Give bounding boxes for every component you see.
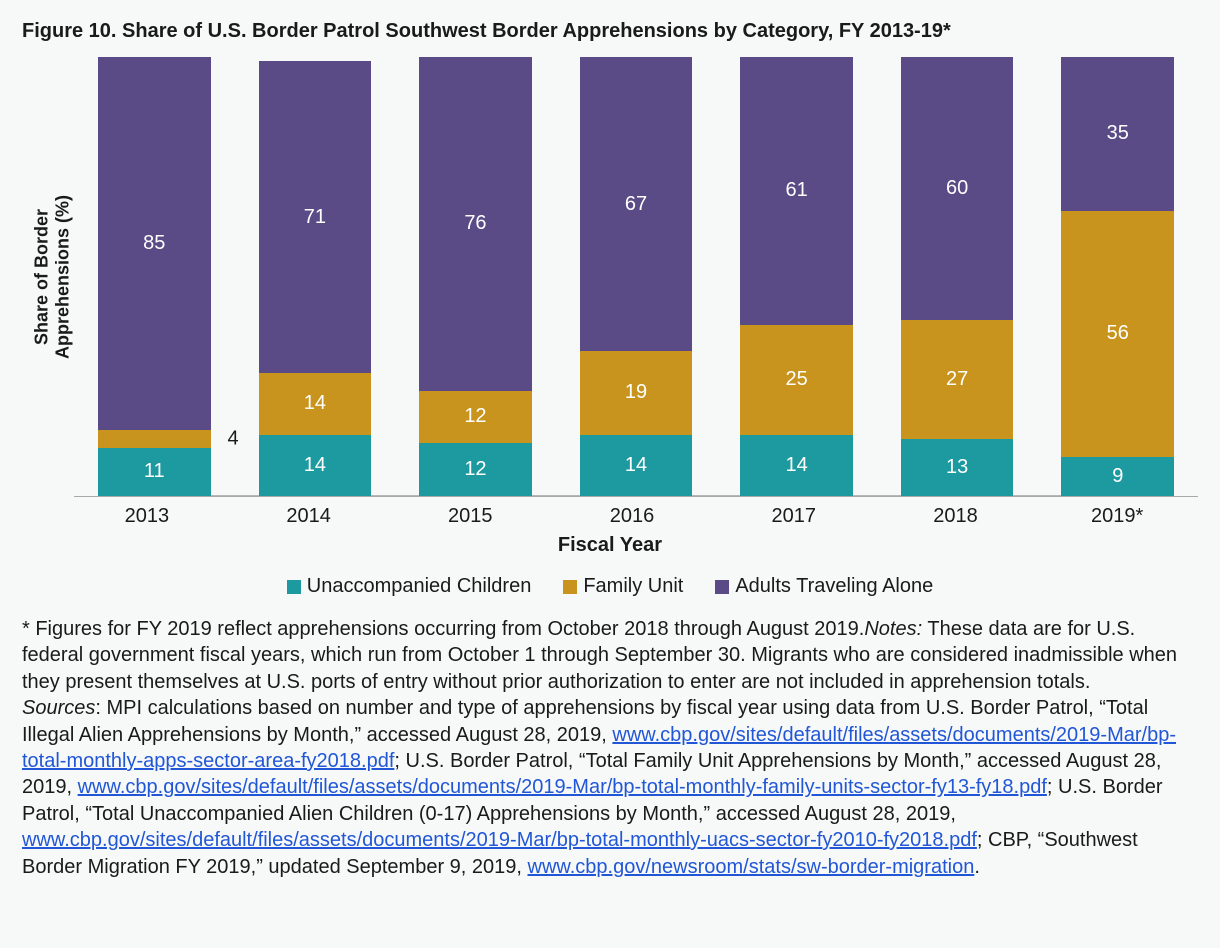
y-axis-title-line1: Share of Border [31, 209, 51, 345]
bar-segment-adults: 85 [98, 57, 211, 430]
bar-segment-adults: 71 [259, 61, 372, 373]
bar-stack: 11485 [98, 57, 211, 496]
legend-swatch-icon [563, 580, 577, 594]
bar-segment-unaccompanied: 9 [1061, 457, 1174, 497]
bar-segment-family: 25 [740, 325, 853, 435]
x-tick-label: 2016 [575, 505, 689, 528]
bar-segment-family: 19 [580, 351, 693, 434]
bar-segment-family: 27 [901, 320, 1014, 439]
bar-column: 142561 [740, 57, 853, 496]
legend-swatch-icon [287, 580, 301, 594]
bar-segment-family: 56 [1061, 211, 1174, 457]
bar-segment-unaccompanied: 14 [259, 435, 372, 496]
notes-asterisk: * Figures for FY 2019 reflect apprehensi… [22, 618, 864, 640]
figure-title: Figure 10. Share of U.S. Border Patrol S… [22, 20, 1198, 43]
y-axis-title: Share of Border Apprehensions (%) [31, 195, 72, 359]
bar-segment-family: 4 [98, 430, 211, 448]
figure-container: Figure 10. Share of U.S. Border Patrol S… [0, 0, 1220, 908]
bar-segment-unaccompanied: 14 [580, 435, 693, 496]
x-tick-label: 2015 [413, 505, 527, 528]
bar-segment-adults: 61 [740, 57, 853, 325]
x-axis-title: Fiscal Year [22, 534, 1198, 557]
legend-label: Family Unit [583, 575, 683, 598]
source-link-4[interactable]: www.cbp.gov/newsroom/stats/sw-border-mig… [528, 856, 975, 878]
bar-stack: 141967 [580, 57, 693, 496]
bar-segment-unaccompanied: 11 [98, 448, 211, 496]
bar-stack: 121276 [419, 57, 532, 496]
legend-item-adults: Adults Traveling Alone [715, 575, 933, 598]
bar-segment-adults: 67 [580, 57, 693, 351]
source-link-3[interactable]: www.cbp.gov/sites/default/files/assets/d… [22, 829, 977, 851]
legend-label: Adults Traveling Alone [735, 575, 933, 598]
bar-segment-family: 14 [259, 373, 372, 434]
x-tick-row: 2013 2014 2015 2016 2017 2018 2019* [66, 497, 1198, 528]
bar-segment-unaccompanied: 14 [740, 435, 853, 496]
x-tick-label: 2018 [899, 505, 1013, 528]
legend-item-family: Family Unit [563, 575, 683, 598]
bar-segment-unaccompanied: 13 [901, 439, 1014, 496]
bar-segment-adults: 35 [1061, 57, 1174, 211]
source-link-2[interactable]: www.cbp.gov/sites/default/files/assets/d… [78, 776, 1047, 798]
bar-stack: 142561 [740, 57, 853, 496]
bar-segment-unaccompanied: 12 [419, 443, 532, 496]
bar-column: 132760 [901, 57, 1014, 496]
x-tick-label: 2014 [252, 505, 366, 528]
bar-stack: 141471 [259, 57, 372, 496]
bar-column: 95635 [1061, 57, 1174, 496]
bar-column: 141471 [259, 57, 372, 496]
legend-label: Unaccompanied Children [307, 575, 532, 598]
y-axis-title-wrap: Share of Border Apprehensions (%) [30, 57, 74, 497]
y-axis-title-line2: Apprehensions (%) [52, 195, 72, 359]
bar-stack: 95635 [1061, 57, 1174, 496]
bar-column: 121276 [419, 57, 532, 496]
bar-value-label: 4 [227, 427, 238, 450]
legend-swatch-icon [715, 580, 729, 594]
bar-column: 141967 [580, 57, 693, 496]
figure-notes: * Figures for FY 2019 reflect apprehensi… [22, 616, 1198, 880]
sources-label: Sources [22, 697, 95, 719]
sources-post: . [974, 856, 980, 878]
bar-segment-family: 12 [419, 391, 532, 444]
bar-segment-adults: 76 [419, 57, 532, 391]
x-tick-label: 2019* [1060, 505, 1174, 528]
x-tick-label: 2017 [737, 505, 851, 528]
legend: Unaccompanied Children Family Unit Adults … [22, 575, 1198, 598]
bar-stack: 132760 [901, 57, 1014, 496]
notes-notes-label: Notes: [864, 618, 922, 640]
plot-region: 1148514147112127614196714256113276095635 [74, 57, 1198, 497]
bar-segment-adults: 60 [901, 57, 1014, 320]
chart-area: Share of Border Apprehensions (%) 114851… [30, 57, 1198, 497]
bar-column: 11485 [98, 57, 211, 496]
legend-item-unaccompanied: Unaccompanied Children [287, 575, 532, 598]
x-tick-label: 2013 [90, 505, 204, 528]
